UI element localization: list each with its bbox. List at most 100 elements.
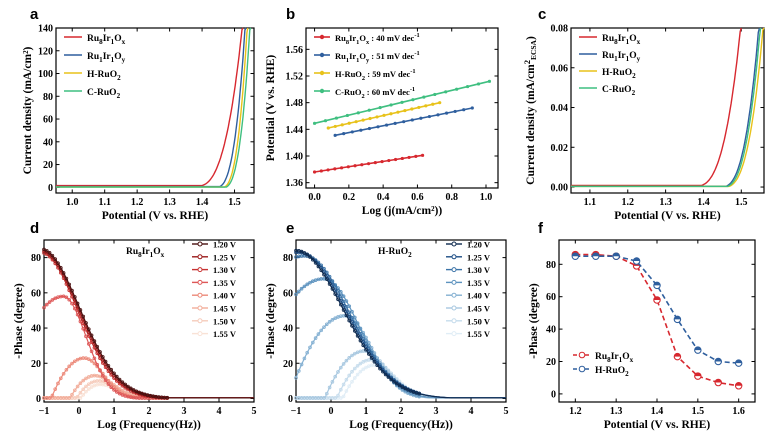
bode-point: [98, 368, 102, 373]
bode-point: [319, 268, 324, 273]
bode-point: [308, 345, 312, 350]
y-tick-label: 40: [546, 325, 556, 336]
data-point-half: [735, 359, 742, 364]
bode-point: [344, 309, 349, 314]
y-tick-label: 0.00: [551, 183, 569, 194]
bode-point: [109, 367, 113, 372]
bode-point: [98, 350, 102, 354]
x-tick-label: 0.0: [308, 192, 321, 203]
bode-point: [75, 301, 80, 306]
data-point: [436, 113, 440, 117]
bode-point: [324, 391, 329, 396]
bode-point: [364, 365, 368, 370]
bode-point: [296, 289, 301, 294]
data-point: [350, 130, 354, 134]
data-point: [393, 121, 397, 125]
legend-label: 1.25 V: [213, 252, 237, 262]
bode-point: [70, 392, 74, 397]
x-axis-label: Potential (V vs. RHE): [614, 210, 721, 222]
legend-marker: [197, 254, 203, 260]
data-point: [393, 157, 398, 162]
legend-label: C-RuO2: [87, 88, 121, 100]
y-tick-label: 20: [31, 359, 41, 370]
bode-point: [70, 288, 74, 293]
bode-point: [352, 329, 357, 333]
bode-point: [372, 359, 377, 364]
y-tick-label: 60: [546, 292, 556, 303]
y-tick-label: 0: [36, 394, 41, 405]
bode-point: [352, 366, 357, 371]
data-point: [368, 116, 372, 121]
data-point: [403, 108, 407, 113]
data-point-half: [674, 316, 681, 320]
data-point: [361, 118, 365, 122]
data-point: [400, 100, 404, 104]
y-axis-label: -Phase (degree): [13, 283, 25, 359]
legend-marker: [319, 70, 325, 76]
legend-label: 1.55 V: [213, 329, 237, 339]
panel-label-b: b: [286, 6, 295, 23]
data-point: [411, 98, 415, 102]
legend-label: Ru8Ir1Ox: [87, 34, 126, 46]
y-tick-label: 80: [31, 253, 41, 264]
legend-marker: [451, 267, 457, 273]
bode-point: [64, 367, 69, 372]
panel-label-c: c: [538, 6, 546, 23]
bode-point: [84, 389, 88, 394]
bode-point: [336, 393, 340, 398]
series-line-C-RuO2: [571, 27, 762, 188]
bode-point: [294, 292, 298, 297]
y-tick-label: 40: [283, 324, 293, 335]
bode-point: [78, 308, 83, 312]
legend-label: 1.20 V: [467, 240, 491, 250]
bode-point: [406, 388, 410, 392]
data-point: [438, 101, 442, 105]
bode-point: [92, 339, 97, 343]
bode-point: [61, 371, 66, 376]
data-point: [487, 79, 492, 83]
bode-point: [87, 357, 91, 361]
x-axis-label: Potential (V vs. RHE): [102, 210, 209, 222]
y-axis-label: -Phase (degree): [265, 283, 277, 359]
data-point: [380, 159, 384, 164]
x-tick-label: 0: [329, 406, 334, 417]
bode-point: [350, 323, 354, 328]
legend-label: 1.50 V: [213, 316, 237, 326]
legend-marker: [451, 254, 457, 260]
x-tick-label: 3: [434, 406, 439, 417]
bode-point: [129, 386, 133, 391]
bode-point: [310, 340, 315, 345]
bode-point: [330, 380, 335, 384]
legend-marker: [451, 241, 457, 247]
y-tick-label: 60: [283, 288, 293, 299]
bode-point: [73, 388, 77, 393]
bode-point: [87, 327, 91, 331]
bode-point: [42, 247, 46, 252]
data-point: [420, 153, 425, 157]
bode-point: [84, 376, 88, 381]
legend-label: C-RuO2 : 60 mV dec-1: [335, 86, 415, 100]
bode-point: [120, 380, 125, 384]
bode-point: [75, 394, 80, 399]
data-point-half: [715, 358, 722, 362]
data-point: [444, 111, 449, 115]
bode-point: [117, 391, 122, 396]
bode-point: [336, 370, 340, 374]
bode-point: [89, 349, 94, 354]
bode-point: [338, 387, 343, 392]
legend-label: 1.30 V: [467, 265, 491, 275]
panel-f: 1.2 1.3 1.4 1.5 1.6 0 20 40 60 80 Potential (V vs.…: [528, 239, 756, 431]
data-point: [455, 87, 459, 91]
data-point: [334, 116, 339, 120]
x-tick-label: 1.2: [622, 197, 635, 208]
bode-point: [47, 251, 52, 255]
data-point: [339, 166, 344, 170]
bode-point: [302, 251, 307, 255]
legend-marker: [578, 365, 586, 373]
data-point-half: [572, 253, 579, 257]
bode-point: [75, 384, 80, 389]
legend-label: 1.35 V: [213, 278, 237, 288]
x-tick-label: 1.3: [610, 406, 623, 417]
data-point: [419, 116, 423, 120]
bode-point: [313, 336, 318, 340]
